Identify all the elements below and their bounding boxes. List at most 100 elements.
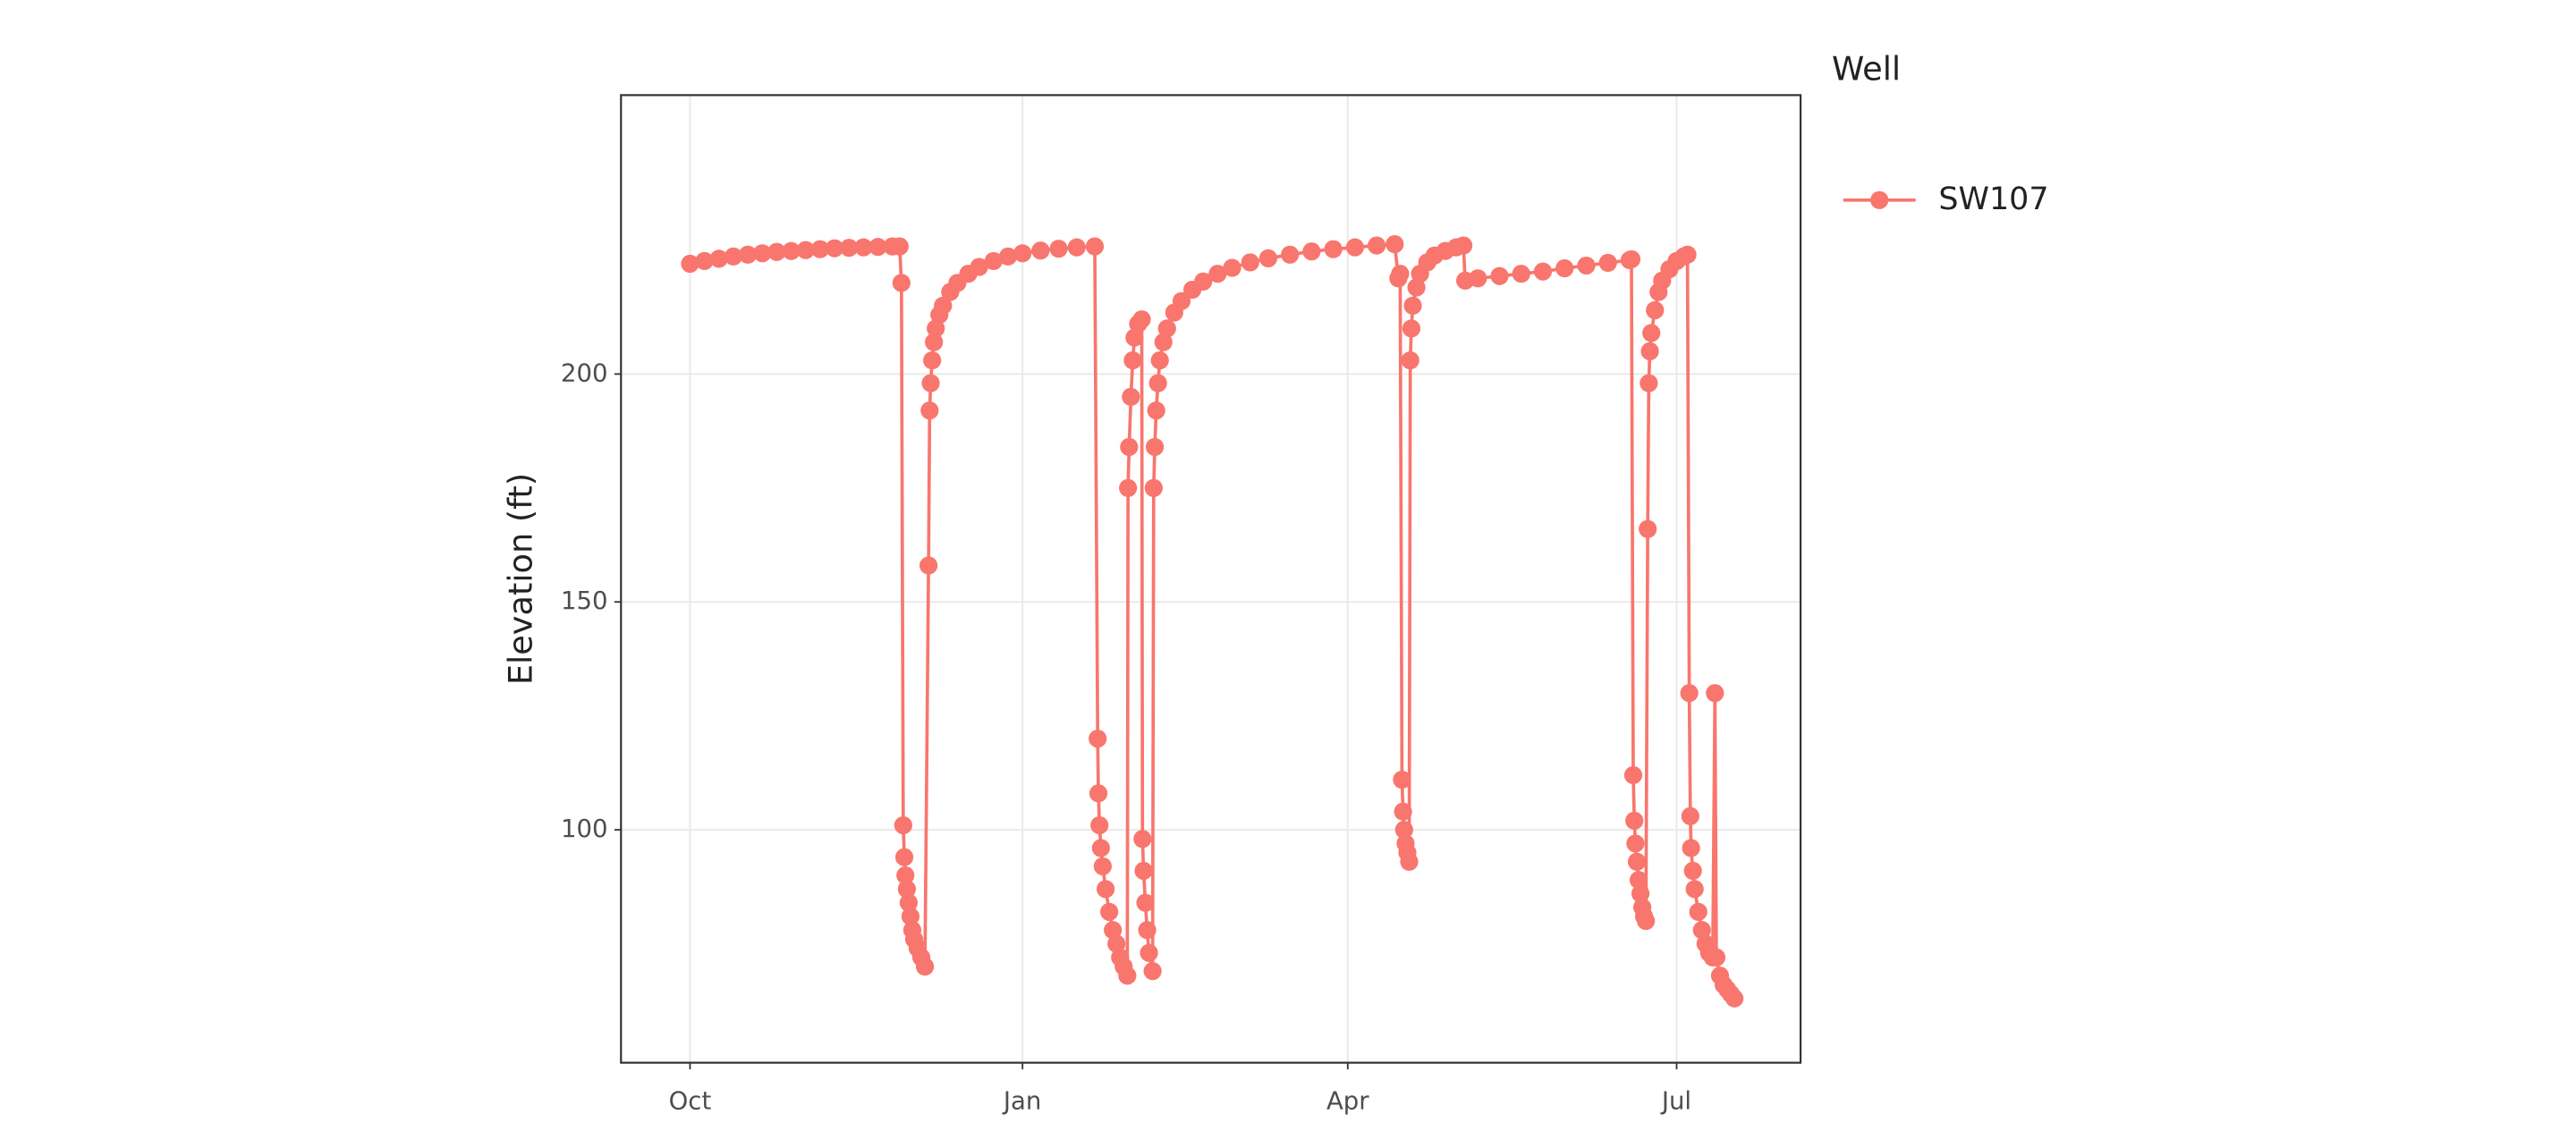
plot-border <box>620 94 1802 1064</box>
y-axis-title: Elevation (ft) <box>502 473 540 685</box>
data-point <box>1640 342 1659 360</box>
data-point <box>1148 374 1167 393</box>
data-point <box>1090 815 1109 835</box>
data-point <box>1689 902 1707 921</box>
data-point <box>1281 245 1300 264</box>
data-point <box>1154 333 1173 351</box>
data-point <box>1134 861 1153 881</box>
data-point <box>894 848 914 866</box>
x-tick-label: Jul <box>1660 1087 1691 1116</box>
data-point <box>869 238 887 257</box>
data-point <box>1394 821 1413 840</box>
data-point <box>1577 256 1596 275</box>
data-point <box>1469 269 1487 288</box>
data-point <box>1623 765 1643 785</box>
data-point <box>1118 967 1137 985</box>
data-point <box>1400 852 1419 871</box>
data-point <box>1403 296 1422 315</box>
data-point <box>767 242 786 261</box>
data-point <box>1133 830 1152 848</box>
data-point <box>1631 884 1650 903</box>
data-point <box>1138 921 1157 940</box>
data-point <box>892 274 911 292</box>
data-point <box>1208 265 1227 283</box>
data-point <box>1533 262 1553 281</box>
data-point <box>1241 253 1259 272</box>
data-point <box>1402 319 1421 338</box>
legend-label: SW107 <box>1938 181 2048 217</box>
data-point <box>724 247 743 266</box>
data-point <box>1391 265 1410 283</box>
data-point <box>921 374 940 393</box>
data-point <box>1681 806 1699 825</box>
data-point <box>1680 684 1699 703</box>
data-point <box>927 319 945 338</box>
series-line <box>690 242 1736 1000</box>
data-point <box>1089 784 1108 803</box>
data-point <box>1393 770 1411 789</box>
data-point <box>899 893 919 912</box>
legend-key-point <box>1870 190 1889 209</box>
data-point <box>1685 880 1704 899</box>
data-point <box>1512 265 1530 283</box>
data-point <box>998 247 1018 266</box>
data-point <box>915 957 935 976</box>
data-point <box>1692 921 1711 940</box>
data-point <box>1725 989 1744 1008</box>
data-point <box>1140 943 1158 962</box>
data-point <box>897 880 916 899</box>
data-point <box>1453 236 1473 255</box>
data-point <box>1150 350 1169 370</box>
data-point <box>1629 871 1648 890</box>
data-point <box>854 238 873 257</box>
y-tick-label: 200 <box>561 359 608 387</box>
x-tick-label: Jan <box>1002 1087 1041 1116</box>
data-point <box>1385 234 1404 254</box>
data-point <box>1555 259 1574 278</box>
data-point <box>681 254 699 274</box>
data-point <box>1258 249 1278 267</box>
data-point <box>1640 374 1658 393</box>
data-point <box>1143 962 1162 981</box>
data-point <box>1707 948 1726 967</box>
data-point <box>739 245 758 264</box>
data-point <box>695 251 714 271</box>
data-point <box>753 244 772 263</box>
data-point <box>1324 240 1343 258</box>
data-point <box>1627 852 1647 871</box>
data-point <box>984 251 1003 271</box>
data-point <box>1302 242 1321 261</box>
data-point <box>1104 921 1123 940</box>
data-point <box>1125 328 1144 347</box>
legend-title: Well <box>1832 49 1901 88</box>
data-point <box>1401 350 1419 370</box>
data-point <box>1107 934 1126 953</box>
data-point <box>1172 291 1191 310</box>
data-point <box>825 239 844 257</box>
data-point <box>796 241 815 259</box>
data-point <box>1223 258 1241 277</box>
data-point <box>1085 237 1105 256</box>
data-point <box>1639 519 1657 538</box>
data-point <box>1598 253 1617 273</box>
data-point <box>1394 802 1412 821</box>
data-point <box>1145 437 1165 457</box>
data-point <box>920 401 939 420</box>
data-point <box>1683 861 1702 881</box>
data-point <box>1345 238 1364 257</box>
data-point <box>1157 319 1176 338</box>
data-point <box>896 866 915 885</box>
y-tick-label: 100 <box>561 815 608 843</box>
data-point <box>894 815 912 835</box>
data-point <box>1096 880 1115 899</box>
data-point <box>1089 730 1107 748</box>
data-point <box>901 907 920 926</box>
data-point <box>1132 310 1151 329</box>
data-point <box>919 556 938 575</box>
data-point <box>1625 811 1644 831</box>
data-point <box>1091 839 1110 857</box>
data-point <box>1119 478 1138 497</box>
data-point <box>1194 272 1213 291</box>
data-point <box>709 249 728 268</box>
data-point <box>1120 437 1139 457</box>
